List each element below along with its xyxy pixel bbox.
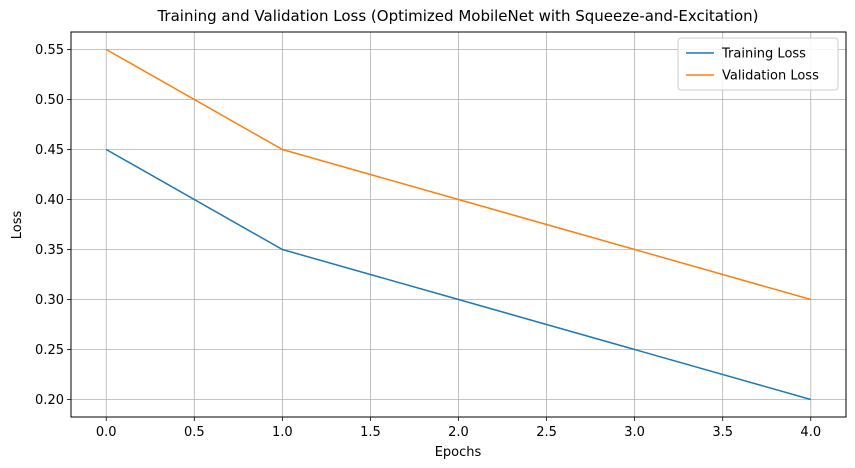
y-tick-label: 0.50 xyxy=(35,93,64,108)
x-tick-label: 1.0 xyxy=(272,425,293,440)
x-tick-label: 0.0 xyxy=(96,425,117,440)
chart-title: Training and Validation Loss (Optimized … xyxy=(156,7,758,25)
x-tick-label: 2.0 xyxy=(448,425,469,440)
y-tick-label: 0.30 xyxy=(35,293,64,308)
y-tick-label: 0.40 xyxy=(35,193,64,208)
y-tick-label: 0.55 xyxy=(35,43,64,58)
x-axis-ticks: 0.0 0.5 1.0 1.5 2.0 2.5 3.0 3.5 4.0 xyxy=(96,417,821,440)
x-tick-label: 4.0 xyxy=(800,425,821,440)
x-tick-label: 0.5 xyxy=(184,425,205,440)
series-layer xyxy=(105,48,811,401)
y-tick-label: 0.35 xyxy=(35,243,64,258)
legend-box xyxy=(677,37,839,91)
x-tick-label: 1.5 xyxy=(360,425,381,440)
y-axis-label: Loss xyxy=(10,211,25,240)
x-tick-label: 3.0 xyxy=(624,425,645,440)
legend-label: Training Loss xyxy=(721,47,806,62)
y-tick-label: 0.25 xyxy=(35,343,64,358)
y-tick-label: 0.20 xyxy=(35,393,64,408)
y-tick-label: 0.45 xyxy=(35,143,64,158)
series-line-training-loss xyxy=(105,148,811,401)
x-tick-label: 3.5 xyxy=(712,425,733,440)
legend: Training Loss Validation Loss xyxy=(677,37,839,91)
x-tick-label: 2.5 xyxy=(536,425,557,440)
legend-label: Validation Loss xyxy=(722,69,819,84)
series-line-validation-loss xyxy=(105,48,811,301)
x-axis-label: Epochs xyxy=(435,445,482,460)
y-axis-ticks: 0.20 0.25 0.30 0.35 0.40 0.45 0.50 0.55 xyxy=(35,43,71,408)
